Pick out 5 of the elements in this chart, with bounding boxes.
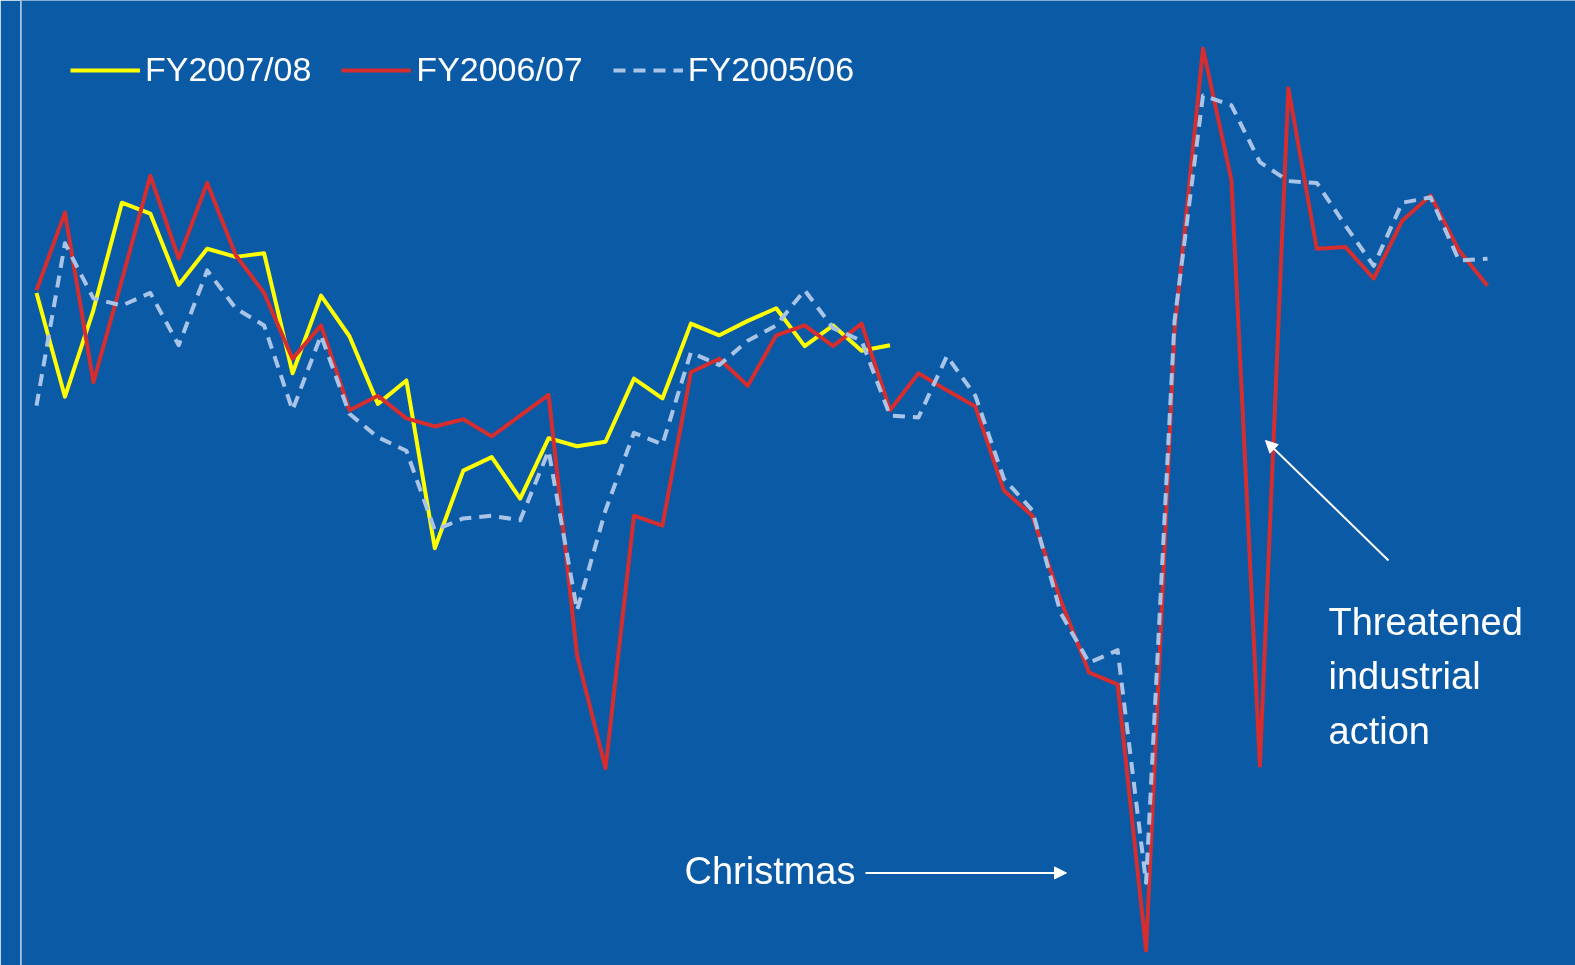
legend-label: FY2005/06 bbox=[687, 50, 855, 89]
annotation: Threatened industrial action bbox=[1328, 600, 1523, 752]
legend-label: FY2006/07 bbox=[416, 50, 583, 89]
annotation: Christmas bbox=[684, 849, 856, 892]
legend-label: FY2007/08 bbox=[145, 50, 312, 89]
